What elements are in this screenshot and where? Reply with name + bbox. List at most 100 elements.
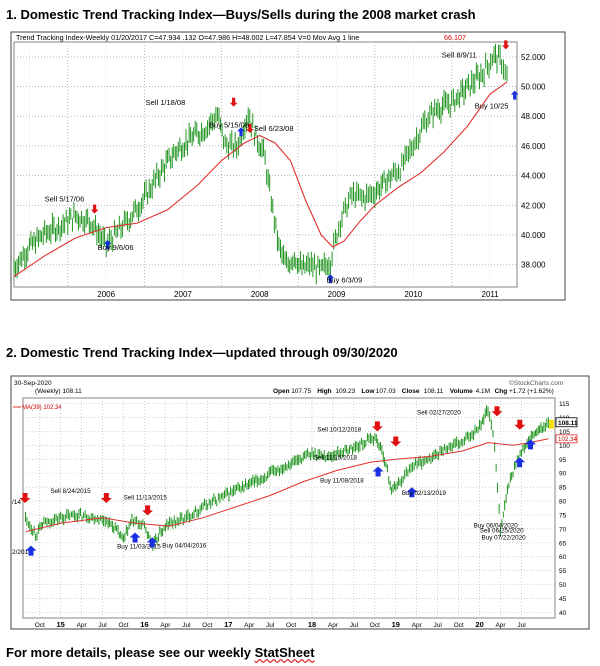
y-tick-label: 38.000 bbox=[521, 261, 546, 270]
buy-arrow bbox=[129, 532, 141, 543]
buy-arrow bbox=[146, 537, 158, 548]
signal-label: Sell 8/24/2015 bbox=[50, 488, 91, 495]
watermark: ©StockCharts.com bbox=[509, 379, 563, 387]
x-tick-label: 20 bbox=[475, 620, 483, 629]
x-tick-label: Jul bbox=[350, 622, 359, 629]
x-tick-label: Oct bbox=[286, 622, 296, 629]
signal-label: Buy 11/03/2015 bbox=[117, 544, 161, 551]
signal-label: Sell 10/12/2018 bbox=[317, 426, 361, 433]
signal-label: Buy 02/13/2019 bbox=[402, 490, 447, 497]
chart-1: Trend Tracking Index-Weekly 01/20/2017 C… bbox=[10, 31, 566, 301]
y-tick-label: 46.000 bbox=[521, 142, 546, 151]
signal-label: Buy 07/22/2020 bbox=[482, 534, 527, 541]
x-tick-label: Oct bbox=[35, 622, 45, 629]
signal-label: Sell 1/18/08 bbox=[146, 98, 186, 107]
left-edge-label: /14 bbox=[12, 499, 21, 506]
weekly-value-label: (Weekly) 108.11 bbox=[35, 388, 82, 395]
y-tick-label: 40.000 bbox=[521, 231, 546, 240]
sell-arrow bbox=[229, 97, 238, 107]
chart-2-frame bbox=[10, 375, 590, 630]
y-tick-label: 50 bbox=[559, 582, 567, 589]
ohlc-key: Chg bbox=[495, 388, 508, 395]
footer-text: For more details, please see our weekly bbox=[6, 645, 255, 660]
y-tick-label: 90 bbox=[559, 471, 567, 478]
ohlc-key: Volume bbox=[450, 388, 473, 395]
sell-arrow bbox=[100, 492, 112, 503]
x-tick-label: Oct bbox=[202, 622, 212, 629]
signal-label: Sell 11/13/2015 bbox=[124, 494, 168, 501]
x-tick-label: Apr bbox=[244, 622, 255, 629]
chart1-header-red: 66.107 bbox=[444, 33, 466, 42]
buy-arrow bbox=[372, 466, 384, 477]
signal-label: Sell 5/17/06 bbox=[45, 195, 85, 204]
buy-arrow bbox=[406, 487, 418, 498]
ohlc-value: 107.03 bbox=[376, 388, 396, 395]
buy-arrow bbox=[103, 240, 112, 250]
y-tick-label: 50.000 bbox=[521, 83, 546, 92]
chart2-heading: 2. Domestic Trend Tracking Index—updated… bbox=[6, 345, 398, 360]
sell-arrow bbox=[246, 124, 254, 134]
x-tick-label: 17 bbox=[224, 620, 232, 629]
last-value-tag-box bbox=[555, 417, 578, 428]
y-tick-label: 105 bbox=[559, 429, 570, 436]
ohlc-key: Close bbox=[402, 388, 420, 395]
y-tick-label: 85 bbox=[559, 485, 567, 492]
x-tick-label: 2010 bbox=[404, 290, 422, 299]
x-tick-label: Jul bbox=[517, 622, 526, 629]
x-tick-label: Apr bbox=[160, 622, 171, 629]
x-tick-label: Jul bbox=[434, 622, 443, 629]
ma-value-tag: 102.34 bbox=[558, 436, 577, 443]
y-tick-label: 70 bbox=[559, 526, 567, 533]
signal-label: Sell 06/25/2020 bbox=[480, 528, 524, 535]
signal-label: Sell 8/9/11 bbox=[442, 50, 477, 59]
ma-legend-label: MA(39) 102.34 bbox=[22, 405, 62, 411]
signal-label: Buy 10/25 bbox=[475, 102, 509, 111]
buy-arrow bbox=[514, 457, 526, 468]
signal-label: Buy 06/04/2020 bbox=[474, 522, 519, 529]
x-tick-label: Apr bbox=[77, 622, 88, 629]
x-tick-label: 2008 bbox=[251, 290, 269, 299]
ohlc-value: 108.11 bbox=[424, 388, 444, 395]
chart-2: 30-Sep-2020(Weekly) 108.11 ©StockCharts.c… bbox=[10, 375, 590, 630]
signal-label: Sell 11/15/2018 bbox=[314, 454, 358, 461]
y-tick-label: 65 bbox=[559, 540, 567, 547]
buy-arrow bbox=[326, 274, 335, 284]
moving-average-line bbox=[13, 81, 508, 278]
chart-1-frame bbox=[10, 31, 566, 301]
moving-average-line bbox=[25, 438, 549, 533]
date-label: 30-Sep-2020 bbox=[14, 380, 52, 387]
x-tick-label: Apr bbox=[412, 622, 423, 629]
x-tick-label: Oct bbox=[118, 622, 128, 629]
last-value-marker bbox=[549, 419, 554, 429]
x-tick-label: Apr bbox=[495, 622, 506, 629]
ohlc-value: 4.1M bbox=[476, 388, 490, 395]
statsheet-link[interactable]: StatSheet bbox=[254, 645, 315, 660]
ohlc-value: 109.23 bbox=[335, 388, 355, 395]
plot-area bbox=[22, 397, 556, 619]
y-tick-label: 80 bbox=[559, 499, 567, 506]
y-tick-label: 55 bbox=[559, 568, 567, 575]
buy-arrow bbox=[25, 545, 37, 556]
sell-arrow bbox=[371, 421, 383, 432]
sell-arrow bbox=[19, 493, 31, 504]
x-tick-label: Oct bbox=[454, 622, 464, 629]
x-tick-label: Jul bbox=[266, 622, 275, 629]
y-tick-label: 115 bbox=[559, 401, 570, 408]
signal-label: Buy 11/08/2018 bbox=[320, 477, 364, 484]
ohlc-key: Open bbox=[273, 388, 290, 395]
ohlc-key: High bbox=[317, 388, 331, 395]
x-tick-label: 16 bbox=[140, 620, 148, 629]
ma-value-tag-box bbox=[555, 434, 578, 444]
chart1-heading: 1. Domestic Trend Tracking Index—Buys/Se… bbox=[6, 7, 476, 22]
last-value-tag: 108.11 bbox=[558, 420, 578, 427]
sell-arrow bbox=[142, 505, 154, 516]
x-tick-label: 2011 bbox=[482, 290, 500, 299]
ohlc-key: Low bbox=[361, 388, 375, 395]
price-series bbox=[13, 43, 508, 285]
y-tick-label: 48.000 bbox=[521, 112, 546, 121]
x-tick-label: Jul bbox=[98, 622, 107, 629]
footer-note: For more details, please see our weekly … bbox=[6, 645, 315, 660]
y-tick-label: 60 bbox=[559, 554, 567, 561]
ohlc-value: 107.75 bbox=[291, 388, 311, 395]
